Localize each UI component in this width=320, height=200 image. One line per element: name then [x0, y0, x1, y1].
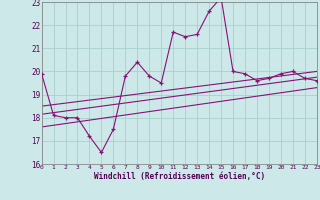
X-axis label: Windchill (Refroidissement éolien,°C): Windchill (Refroidissement éolien,°C) [94, 172, 265, 181]
